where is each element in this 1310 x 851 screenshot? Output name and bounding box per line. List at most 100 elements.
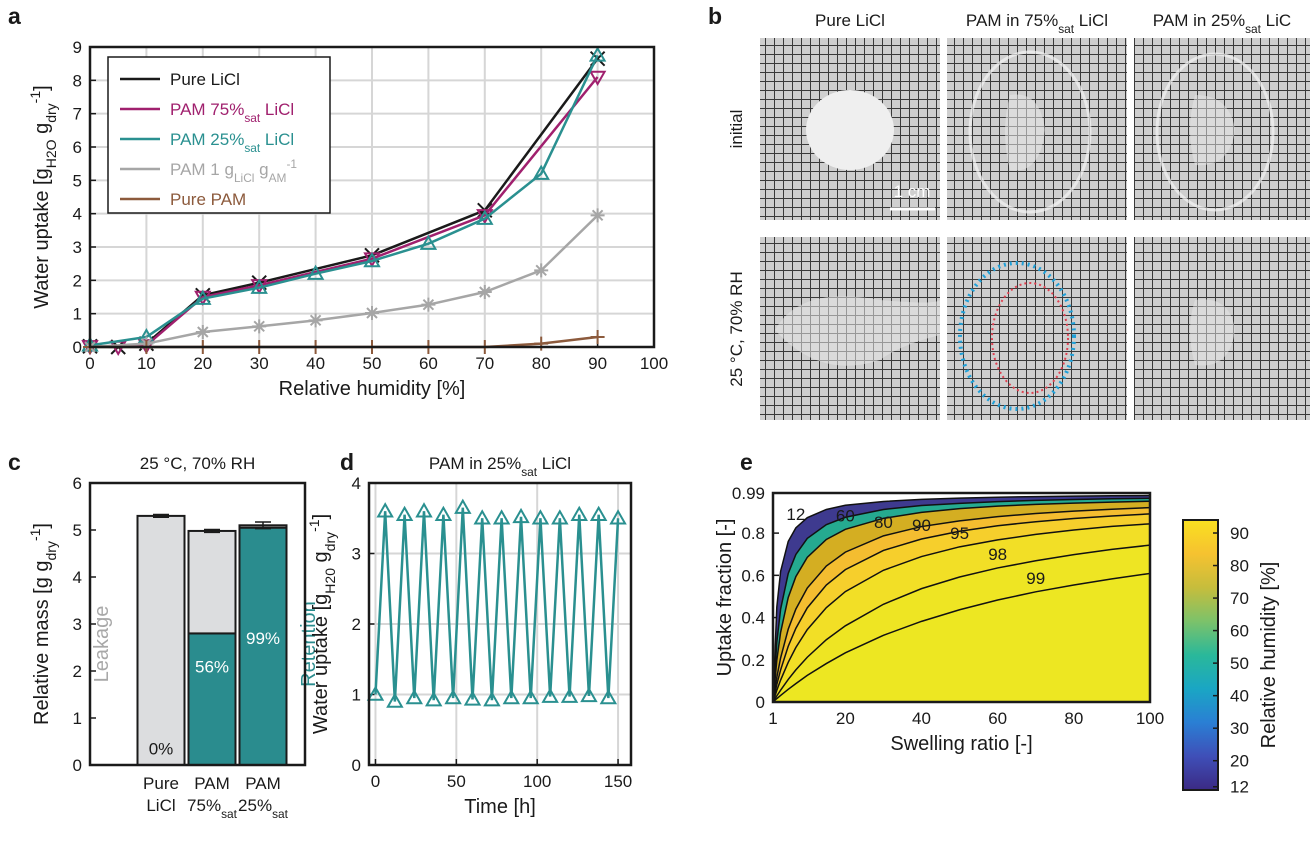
colorbar-tick-label: 30 (1230, 719, 1249, 738)
y-axis-label-part: ] (31, 523, 53, 529)
y-tick-label: 0 (756, 693, 765, 712)
chart-title: PAM in 25%sat LiCl (429, 454, 571, 479)
legend-label: PAM 75%sat LiCl (170, 100, 294, 125)
marker (570, 505, 588, 521)
y-tick-label: 0.8 (741, 524, 765, 543)
legend-label-part: sat (244, 141, 261, 155)
marker (454, 498, 472, 514)
marker (590, 208, 605, 223)
y-axis-label-part: ] (31, 85, 53, 91)
contour-line (772, 497, 1151, 703)
photo (947, 237, 1127, 420)
contour-line (772, 544, 1151, 703)
series-label: Retention (298, 601, 320, 687)
marker (419, 234, 438, 250)
marker (588, 46, 607, 62)
y-tick-label: 0.4 (741, 609, 765, 628)
series-label: Leakage (91, 606, 113, 683)
x-tick-label: LiCl (146, 796, 175, 815)
dish-edge (1155, 52, 1275, 212)
y-tick-label: 7 (73, 105, 82, 124)
column-header-part: LiCl (1074, 11, 1108, 30)
x-tick-label: 10 (137, 354, 156, 373)
dish-edge (968, 50, 1092, 214)
x-tick-label: 70 (475, 354, 494, 373)
marker (386, 692, 404, 708)
colorbar (1182, 519, 1219, 791)
colorbar-tick-label: 50 (1230, 654, 1249, 673)
error-bar (204, 528, 220, 534)
y-axis-label-part: Relative mass [g g (31, 560, 53, 725)
x-tick-label: 40 (912, 709, 931, 728)
panel-label: c (8, 449, 21, 475)
series-line (89, 214, 599, 349)
x-tick-label: 80 (1064, 709, 1083, 728)
percent-label: 56% (195, 657, 229, 676)
contour-label: 95 (950, 524, 969, 543)
column-header-part: sat (1245, 22, 1262, 36)
colorbar-tick-label: 20 (1230, 752, 1249, 771)
marker (473, 509, 491, 525)
y-axis-label-part: dry (43, 103, 59, 122)
marker (560, 687, 579, 703)
axes-frame (367, 481, 633, 767)
legend-label: Pure LiCl (170, 70, 240, 89)
photo-panel: 1 cm b initial 25 °C, 70% RH (708, 3, 1310, 420)
y-tick-label: 6 (73, 138, 82, 157)
contour-band (773, 507, 1150, 702)
x-tick-label-part: 75% (187, 796, 221, 815)
y-axis-label-part: Water uptake [g (310, 594, 332, 734)
x-tick-label-part: sat (272, 807, 289, 821)
contour-line (772, 506, 1151, 703)
legend-label-part: PAM 25% (170, 130, 244, 149)
marker (308, 313, 323, 328)
x-axis-label: Swelling ratio [-] (890, 733, 1032, 755)
legend-label-part: AM (269, 171, 287, 185)
marker (365, 306, 379, 320)
x-tick-label: 30 (250, 354, 269, 373)
contour-band (773, 573, 1150, 702)
marker (363, 251, 381, 268)
marker (434, 505, 453, 521)
axes-frame (771, 491, 1152, 704)
marker (306, 264, 325, 280)
colorbar-tick-label: 40 (1230, 687, 1249, 706)
outline-final (958, 261, 1076, 411)
x-tick-label: 150 (604, 772, 632, 791)
column-header-part: LiC (1261, 11, 1291, 30)
axes-frame (88, 481, 307, 767)
y-axis-label-part: -1 (27, 91, 43, 104)
y-tick-label: 0 (73, 338, 82, 357)
contour-line (772, 494, 1151, 703)
marker (532, 164, 550, 180)
marker (580, 686, 598, 703)
y-axis-label-part: H2O (43, 139, 59, 168)
marker (512, 507, 530, 524)
marker (541, 687, 559, 703)
y-axis-label-part: H20 (322, 568, 338, 594)
y-axis-label: Water uptake [gH2O gdry-1] (27, 85, 59, 308)
y-tick-label: 0.2 (741, 651, 765, 670)
chart-title-part: sat (521, 465, 538, 479)
x-tick-label: 20 (193, 354, 212, 373)
y-tick-label: 2 (73, 662, 82, 681)
x-tick-label: 50 (447, 772, 466, 791)
x-tick-label: 25%sat (238, 796, 289, 821)
column-header: PAM in 25%sat LiC (1153, 11, 1291, 36)
colorbar-tick-label: 70 (1230, 589, 1249, 608)
y-axis-label-part: dry (322, 532, 338, 551)
contour-label: 99 (1026, 569, 1045, 588)
colorbar-tick-label: 90 (1230, 524, 1249, 543)
marker (599, 689, 618, 705)
y-tick-label: 4 (352, 474, 361, 493)
marker (195, 325, 210, 339)
contour-label: 98 (988, 545, 1007, 564)
y-tick-label: 6 (73, 474, 82, 493)
gel (1190, 299, 1235, 366)
y-tick-label: 4 (73, 568, 82, 587)
column-header-part: sat (1058, 22, 1075, 36)
x-tick-label: 1 (768, 709, 777, 728)
legend-label-part: LiCl (234, 171, 254, 185)
marker (483, 691, 501, 707)
